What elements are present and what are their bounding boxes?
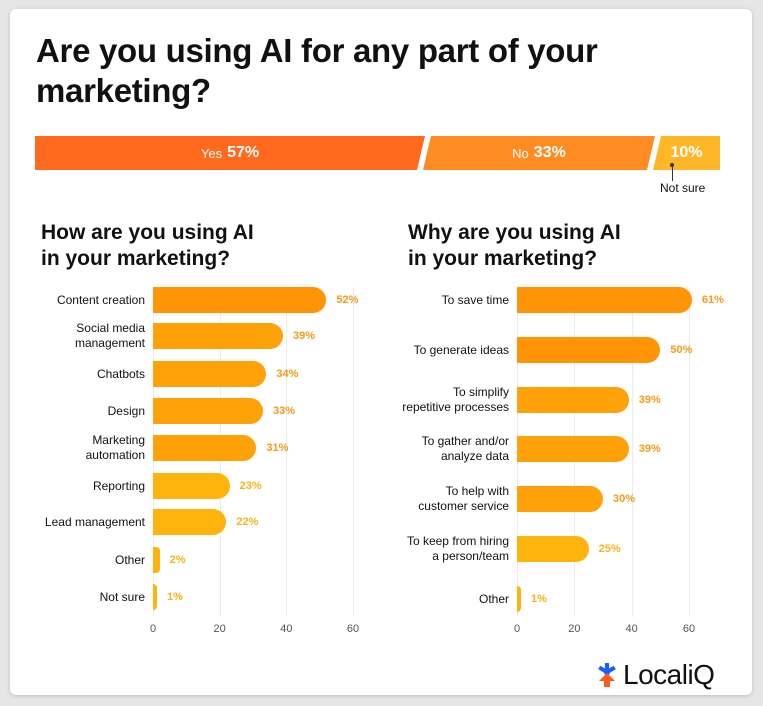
- bar-row: Chatbots 34%: [97, 361, 353, 387]
- gridline: [631, 287, 633, 617]
- bar-value-label: 1%: [167, 591, 183, 603]
- bar: [517, 436, 629, 462]
- bar-value-label: 34%: [276, 368, 299, 380]
- bar-category-label: Chatbots: [96, 366, 145, 381]
- segment-yes-value: 57%: [227, 144, 260, 161]
- bar-category-label: To generate ideas: [413, 342, 509, 357]
- brand-name: LocaliQ: [623, 659, 715, 690]
- bar: [517, 337, 661, 363]
- bar: [517, 586, 521, 612]
- segment-no-value: 33%: [533, 144, 566, 161]
- bar: [153, 509, 227, 535]
- gridline: [353, 287, 354, 617]
- bar-category-label: To gather and/or analyze data: [421, 434, 509, 463]
- bar-category-label: Marketing automation: [85, 433, 145, 462]
- bar-row: To simplify repetitive processes 39%: [402, 385, 689, 414]
- bar-category-label: To save time: [441, 292, 509, 307]
- bar-row: To save time 61%: [442, 287, 724, 313]
- bar-category-label: Content creation: [56, 292, 145, 307]
- bar-row: Design 33%: [108, 398, 353, 424]
- axis-tick-label: 40: [280, 623, 293, 635]
- bar-category-label: Social media management: [74, 321, 145, 350]
- not-sure-label: Not sure: [660, 181, 706, 195]
- bar-value-label: 30%: [613, 493, 636, 505]
- infographic-card: Are you using AI for any part of your ma…: [10, 9, 752, 695]
- why-chart: 0 20 40 60 To save time 61% To generate ideas 5…: [402, 287, 724, 635]
- leader-line: [672, 164, 673, 181]
- bar-value-label: 61%: [701, 294, 724, 306]
- axis-tick-label: 40: [625, 623, 638, 635]
- localiq-asterisk-icon: [598, 663, 616, 687]
- bar-row: Other 1%: [479, 586, 689, 612]
- axis-tick-label: 60: [682, 623, 696, 635]
- gridline: [689, 287, 690, 617]
- axis-tick-label: 20: [213, 623, 226, 635]
- bar-row: To generate ideas 50%: [414, 337, 693, 363]
- left-subtitle: How are you using AI in your marketing?: [41, 221, 254, 270]
- axis-tick-label: 0: [513, 623, 521, 635]
- bar: [153, 287, 327, 313]
- bar-value-label: 23%: [239, 480, 262, 492]
- bar-category-label: Design: [107, 403, 145, 418]
- bar: [153, 398, 263, 424]
- segment-not-sure: 10%: [653, 136, 720, 170]
- bar-value-label: 39%: [293, 330, 316, 342]
- bar-row: Lead management 22%: [45, 509, 353, 535]
- bar: [517, 287, 692, 313]
- bar-row: Content creation 52%: [57, 287, 358, 313]
- bar-row: Not sure 1%: [100, 584, 353, 610]
- bar-category-label: To help with customer service: [418, 484, 509, 513]
- bar-row: Social media management 39%: [75, 321, 353, 350]
- segment-no: No 33%: [423, 136, 655, 170]
- bar-value-label: 25%: [598, 543, 621, 555]
- right-subtitle: Why are you using AI in your marketing?: [408, 221, 621, 270]
- bar: [153, 323, 283, 349]
- summary-stacked-bar: Yes 57% No 33% 10%: [35, 136, 720, 170]
- axis-tick-label: 60: [346, 623, 360, 635]
- axis-tick-label: 20: [568, 623, 581, 635]
- bar-value-label: 50%: [670, 344, 693, 356]
- brand-logo: LocaliQ: [595, 659, 715, 691]
- bar-category-label: Other: [478, 591, 509, 606]
- how-chart: 0 20 40 60 Content creation 52% Social media m…: [45, 287, 359, 635]
- bar-value-label: 1%: [531, 593, 547, 605]
- bar-value-label: 31%: [266, 442, 289, 454]
- bar: [153, 584, 157, 610]
- bar-value-label: 22%: [236, 516, 259, 528]
- bar-value-label: 52%: [336, 294, 359, 306]
- bar: [153, 473, 230, 499]
- bar-row: Reporting 23%: [93, 473, 353, 499]
- gridline: [286, 287, 288, 617]
- bar-value-label: 39%: [638, 443, 661, 455]
- bar-value-label: 39%: [638, 394, 661, 406]
- bar-category-label: Other: [114, 552, 145, 567]
- bar-row: To help with customer service 30%: [418, 484, 689, 513]
- bar-row: To keep from hiring a person/team 25%: [407, 534, 689, 563]
- segment-no-label: No: [512, 145, 529, 161]
- bar: [153, 435, 257, 461]
- bar-value-label: 33%: [273, 405, 296, 417]
- bar-value-label: 2%: [169, 554, 186, 566]
- bar-category-label: Reporting: [92, 478, 145, 493]
- bar: [153, 547, 160, 573]
- bar: [153, 361, 267, 387]
- main-title: Are you using AI for any part of your ma…: [36, 32, 598, 109]
- bar: [517, 387, 629, 413]
- bar-category-label: To keep from hiring a person/team: [406, 534, 509, 563]
- segment-yes: Yes 57%: [35, 136, 425, 170]
- bar: [517, 486, 603, 512]
- bar: [517, 536, 589, 562]
- bar-row: To gather and/or analyze data 39%: [422, 434, 689, 463]
- segment-not-sure-value: 10%: [670, 144, 703, 161]
- bar-row: Other 2%: [115, 547, 353, 573]
- bar-category-label: Not sure: [99, 589, 145, 604]
- axis-tick-label: 0: [149, 623, 157, 635]
- segment-yes-label: Yes: [200, 145, 223, 161]
- bar-category-label: Lead management: [44, 514, 145, 529]
- bar-row: Marketing automation 31%: [86, 433, 353, 462]
- bar-category-label: To simplify repetitive processes: [402, 385, 509, 414]
